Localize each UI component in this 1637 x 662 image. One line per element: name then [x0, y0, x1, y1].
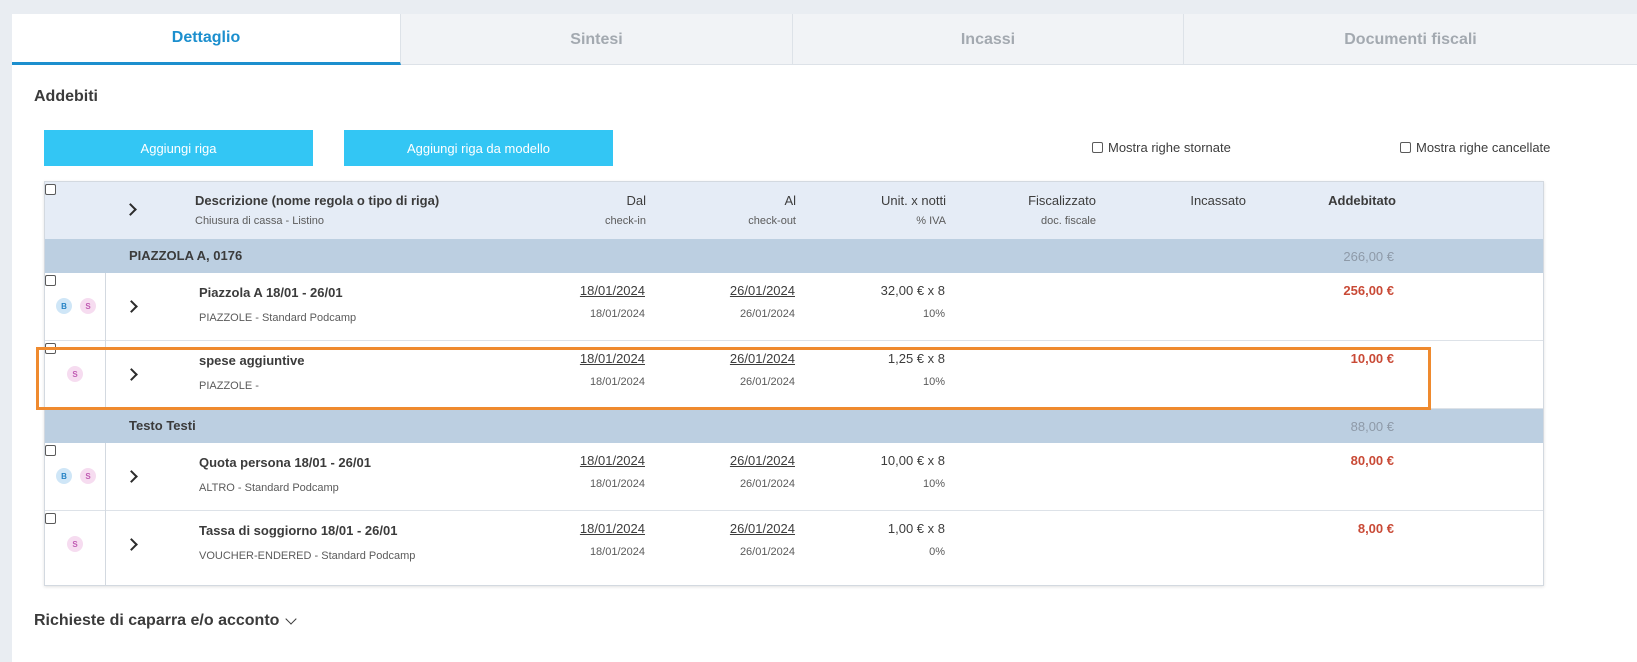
tab-dettaglio[interactable]: Dettaglio: [12, 14, 401, 65]
expand-row-icon[interactable]: [125, 368, 138, 381]
row-date-to-sub: 26/01/2024: [739, 478, 795, 490]
row-checkbox[interactable]: [45, 275, 56, 286]
chevron-down-icon[interactable]: [285, 613, 297, 625]
header-al: Al: [784, 193, 796, 208]
row-date-from[interactable]: 18/01/2024: [579, 351, 645, 366]
row-subtitle: VOUCHER-ENDERED - Standard Podcamp: [199, 550, 416, 562]
header-al-sub: check-out: [748, 215, 796, 227]
expand-all-icon[interactable]: [124, 203, 137, 216]
row-date-to[interactable]: 26/01/2024: [729, 453, 795, 468]
header-description: Descrizione (nome regola o tipo di riga): [195, 193, 440, 208]
row-checkbox[interactable]: [45, 445, 56, 456]
badge-b-icon: B: [56, 298, 72, 314]
row-date-to-sub: 26/01/2024: [739, 308, 795, 320]
row-subtitle: ALTRO - Standard Podcamp: [199, 482, 339, 494]
table-row[interactable]: B S Piazzola A 18/01 - 26/01 PIAZZOLE - …: [45, 273, 1543, 341]
group-name: PIAZZOLA A, 0176: [129, 248, 243, 263]
header-addebitato: Addebitato: [1328, 193, 1396, 208]
header-dal-sub: check-in: [605, 215, 646, 227]
show-reversed-checkbox[interactable]: [1092, 142, 1103, 153]
row-title: Tassa di soggiorno 18/01 - 26/01: [199, 523, 398, 538]
badge-b-icon: B: [56, 468, 72, 484]
row-unit-price: 1,25 € x 8: [887, 351, 945, 366]
row-date-to[interactable]: 26/01/2024: [729, 283, 795, 298]
charges-table: Descrizione (nome regola o tipo di riga)…: [44, 181, 1544, 586]
header-unit-sub: % IVA: [916, 215, 946, 227]
badge-s-icon: S: [67, 366, 83, 382]
badge-s-icon: S: [67, 536, 83, 552]
row-date-from-sub: 18/01/2024: [589, 478, 645, 490]
row-subtitle: PIAZZOLE -: [199, 380, 259, 392]
row-date-from[interactable]: 18/01/2024: [579, 521, 645, 536]
main-card: Dettaglio Sintesi Incassi Documenti fisc…: [12, 14, 1637, 662]
badge-column: S: [45, 341, 106, 409]
header-fiscal: Fiscalizzato: [1028, 193, 1096, 208]
row-date-from-sub: 18/01/2024: [589, 376, 645, 388]
badge-s-icon: S: [80, 298, 96, 314]
show-cancelled-label: Mostra righe cancellate: [1416, 140, 1551, 155]
row-vat: 10%: [922, 376, 945, 388]
show-reversed-label: Mostra righe stornate: [1108, 140, 1231, 155]
badge-column: B S: [45, 443, 106, 511]
badge-column: B S: [45, 273, 106, 341]
row-vat: 10%: [922, 308, 945, 320]
expand-row-icon[interactable]: [125, 470, 138, 483]
row-unit-price: 32,00 € x 8: [880, 283, 945, 298]
section-title-addebiti: Addebiti: [34, 88, 98, 105]
header-incassato: Incassato: [1190, 193, 1246, 208]
row-subtitle: PIAZZOLE - Standard Podcamp: [199, 312, 357, 324]
group-total: 266,00 €: [1343, 249, 1394, 264]
show-reversed-option[interactable]: Mostra righe stornate: [1092, 140, 1231, 155]
row-vat: 0%: [929, 546, 945, 558]
tab-documenti-fiscali[interactable]: Documenti fiscali: [1344, 30, 1477, 48]
header-description-sub: Chiusura di cassa - Listino: [195, 215, 325, 227]
expand-row-icon[interactable]: [125, 538, 138, 551]
row-unit-price: 10,00 € x 8: [880, 453, 945, 468]
badge-s-icon: S: [80, 468, 96, 484]
deposit-requests-title[interactable]: Richieste di caparra e/o acconto: [34, 612, 280, 629]
row-title: spese aggiuntive: [199, 353, 305, 368]
row-date-from-sub: 18/01/2024: [589, 546, 645, 558]
row-amount: 10,00 €: [1350, 351, 1394, 366]
group-total: 88,00 €: [1350, 419, 1394, 434]
row-date-to-sub: 26/01/2024: [739, 376, 795, 388]
row-date-from[interactable]: 18/01/2024: [579, 453, 645, 468]
tab-incassi[interactable]: Incassi: [793, 14, 1184, 65]
row-date-from-sub: 18/01/2024: [589, 308, 645, 320]
show-cancelled-option[interactable]: Mostra righe cancellate: [1400, 140, 1550, 155]
show-cancelled-checkbox[interactable]: [1400, 142, 1411, 153]
row-date-to[interactable]: 26/01/2024: [729, 351, 795, 366]
row-amount: 80,00 €: [1350, 453, 1394, 468]
group-row: PIAZZOLA A, 0176 266,00 €: [45, 239, 1543, 273]
row-checkbox[interactable]: [45, 513, 56, 524]
select-all-checkbox[interactable]: [45, 184, 56, 195]
add-row-template-button[interactable]: Aggiungi riga da modello: [344, 130, 613, 166]
row-date-to[interactable]: 26/01/2024: [729, 521, 795, 536]
add-row-button[interactable]: Aggiungi riga: [44, 130, 313, 166]
row-title: Piazzola A 18/01 - 26/01: [199, 285, 343, 300]
table-row[interactable]: S spese aggiuntive PIAZZOLE - 18/01/2024…: [45, 341, 1543, 409]
table-row[interactable]: S Tassa di soggiorno 18/01 - 26/01 VOUCH…: [45, 511, 1543, 585]
row-amount: 8,00 €: [1357, 521, 1394, 536]
row-amount: 256,00 €: [1343, 283, 1394, 298]
row-title: Quota persona 18/01 - 26/01: [199, 455, 371, 470]
tab-bar: Dettaglio Sintesi Incassi Documenti fisc…: [12, 14, 1637, 65]
table-row[interactable]: B S Quota persona 18/01 - 26/01 ALTRO - …: [45, 443, 1543, 511]
tab-sintesi[interactable]: Sintesi: [401, 14, 793, 65]
group-name: Testo Testi: [129, 418, 196, 433]
badge-column: S: [45, 511, 106, 585]
row-vat: 10%: [922, 478, 945, 490]
row-date-to-sub: 26/01/2024: [739, 546, 795, 558]
header-unit: Unit. x notti: [880, 193, 946, 208]
group-row: Testo Testi 88,00 €: [45, 409, 1543, 443]
expand-row-icon[interactable]: [125, 300, 138, 313]
row-date-from[interactable]: 18/01/2024: [579, 283, 645, 298]
header-dal: Dal: [626, 193, 646, 208]
header-fiscal-sub: doc. fiscale: [1040, 215, 1096, 227]
row-unit-price: 1,00 € x 8: [887, 521, 945, 536]
table-header: Descrizione (nome regola o tipo di riga)…: [45, 182, 1543, 239]
